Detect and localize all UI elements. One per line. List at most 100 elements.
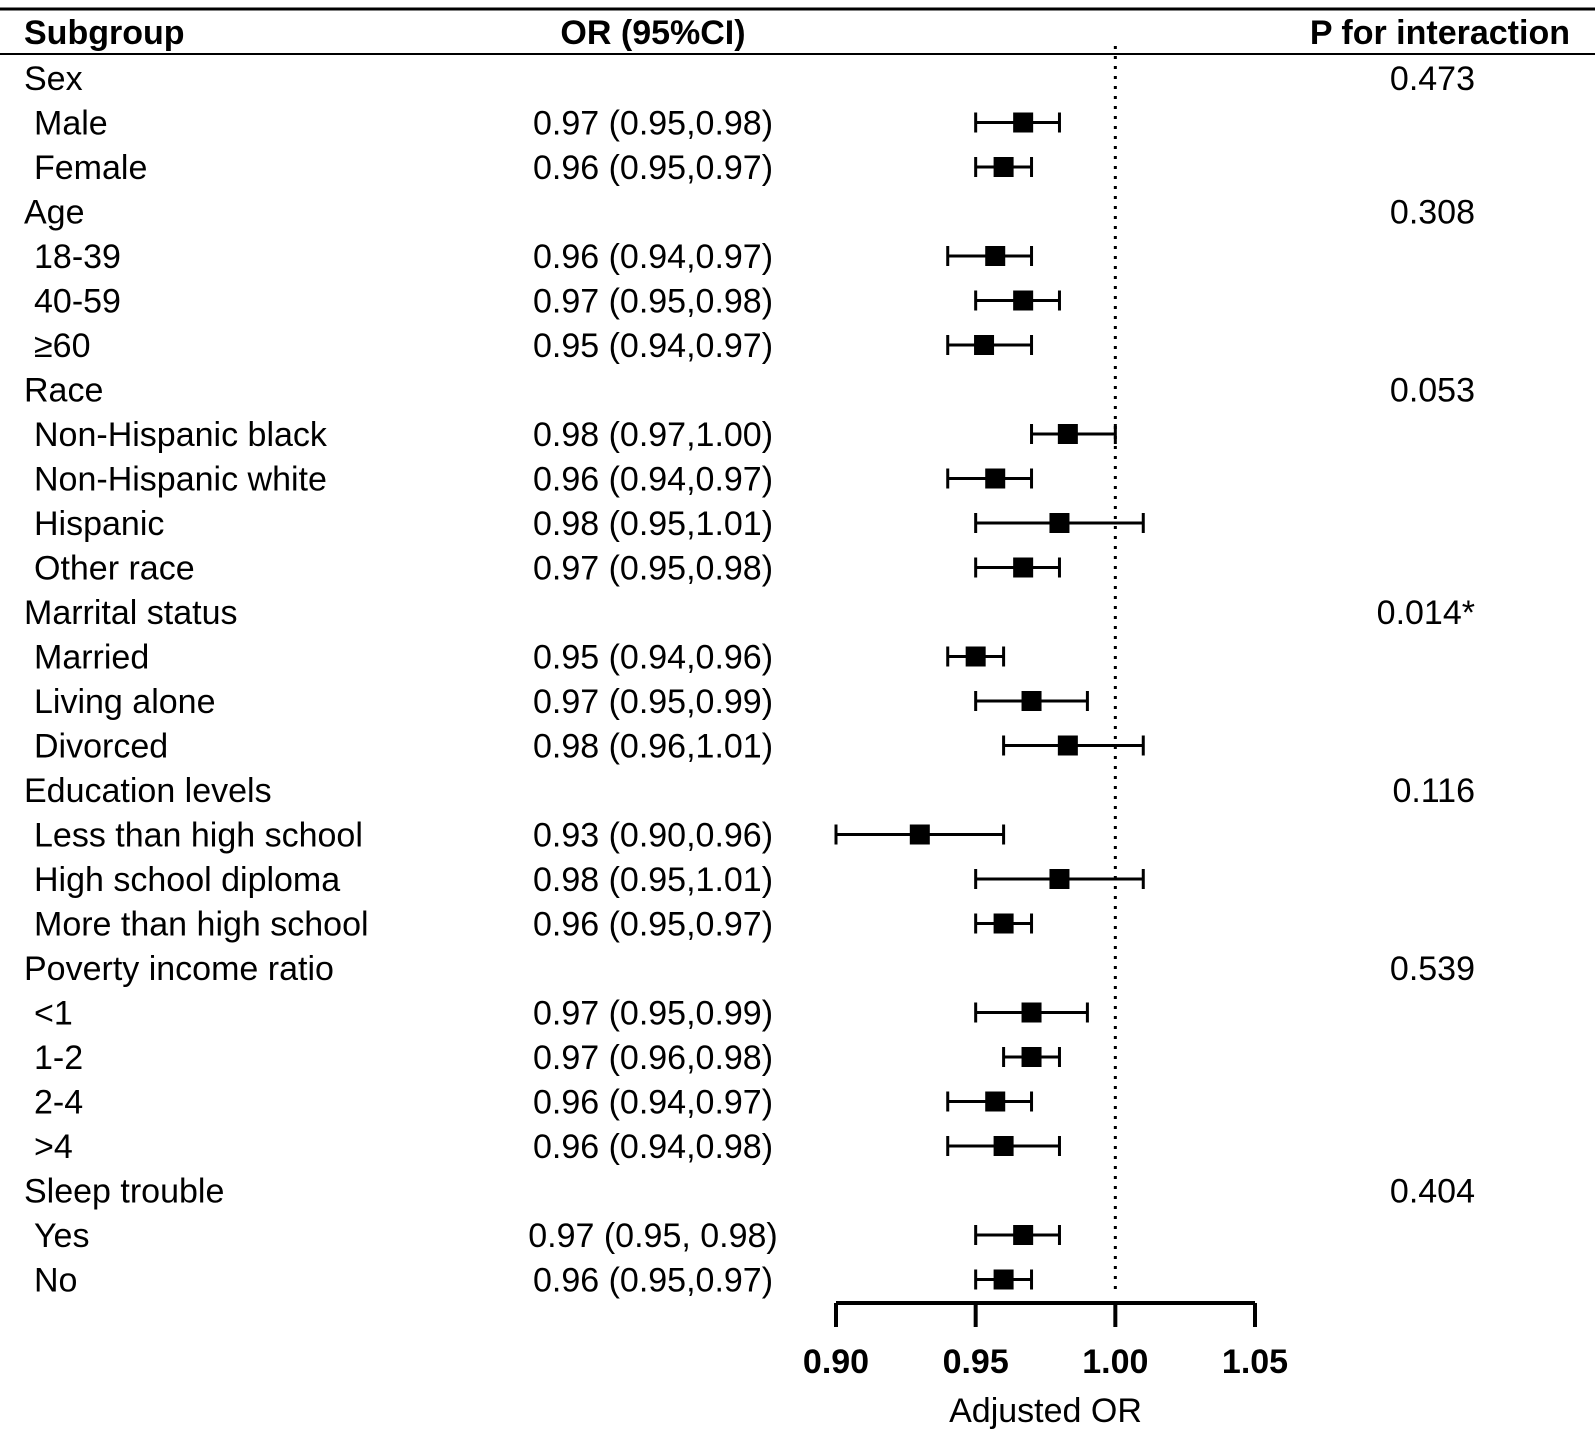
point-estimate: [1013, 557, 1034, 578]
or-ci-text: 0.95 (0.94,0.97): [533, 327, 773, 365]
point-estimate: [993, 157, 1014, 177]
x-tick-label: 0.95: [943, 1343, 1009, 1381]
or-ci-text: 0.97 (0.95, 0.98): [528, 1217, 778, 1255]
p-value: 0.539: [1390, 950, 1475, 988]
subgroup-row: High school diploma 0.98 (0.95,1.01): [34, 861, 1145, 899]
group-row: Sex 0.473: [24, 60, 1475, 98]
subgroup-label: Female: [34, 149, 147, 187]
or-ci-text: 0.98 (0.95,1.01): [533, 505, 773, 543]
or-ci-text: 0.96 (0.95,0.97): [533, 1262, 773, 1300]
subgroup-row: Non-Hispanic white 0.96 (0.94,0.97): [34, 461, 1034, 499]
subgroup-row: Other race 0.97 (0.95,0.98): [34, 550, 1061, 588]
point-estimate: [1049, 869, 1070, 889]
subgroup-row: 2-4 0.96 (0.94,0.97): [34, 1084, 1034, 1122]
or-ci-text: 0.96 (0.94,0.97): [533, 238, 773, 276]
subgroup-row: 18-39 0.96 (0.94,0.97): [34, 238, 1034, 276]
point-estimate: [985, 246, 1006, 266]
or-ci-text: 0.96 (0.95,0.97): [533, 149, 773, 187]
x-tick-label: 1.00: [1082, 1343, 1148, 1381]
subgroup-row: Divorced 0.98 (0.96,1.01): [34, 728, 1145, 766]
subgroup-label: High school diploma: [34, 861, 340, 899]
or-ci-text: 0.97 (0.95,0.98): [533, 283, 773, 321]
subgroup-row: Yes 0.97 (0.95, 0.98): [34, 1217, 1061, 1255]
subgroup-label: Less than high school: [34, 817, 363, 855]
point-estimate: [985, 468, 1006, 489]
subgroup-row: 1-2 0.97 (0.96,0.98): [34, 1039, 1061, 1077]
subgroup-label: Other race: [34, 550, 195, 588]
or-ci-text: 0.96 (0.95,0.97): [533, 906, 773, 944]
point-estimate: [909, 824, 930, 845]
point-estimate: [985, 1091, 1006, 1112]
subgroup-row: <1 0.97 (0.95,0.99): [34, 995, 1089, 1033]
subgroup-label: >4: [34, 1128, 73, 1166]
rows-layer: Sex 0.473 Male 0.97 (0.95,0.98) Female 0.96 (…: [24, 60, 1475, 1300]
group-label: Age: [24, 194, 85, 232]
subgroup-row: Less than high school 0.93 (0.90,0.96): [34, 817, 1006, 855]
group-row: Marrital status 0.014*: [24, 594, 1475, 632]
or-ci-text: 0.97 (0.95,0.99): [533, 683, 773, 721]
or-ci-text: 0.96 (0.94,0.97): [533, 1084, 773, 1122]
or-ci-text: 0.96 (0.94,0.97): [533, 461, 773, 499]
subgroup-label: ≥60: [34, 327, 90, 365]
subgroup-row: No 0.96 (0.95,0.97): [34, 1262, 1034, 1300]
or-ci-text: 0.95 (0.94,0.96): [533, 639, 773, 677]
group-label: Education levels: [24, 772, 272, 810]
subgroup-label: Yes: [34, 1217, 89, 1255]
group-label: Marrital status: [24, 594, 238, 632]
point-estimate: [965, 646, 986, 667]
or-ci-text: 0.97 (0.95,0.99): [533, 995, 773, 1033]
group-label: Sex: [24, 60, 83, 98]
subgroup-row: >4 0.96 (0.94,0.98): [34, 1128, 1061, 1166]
subgroup-row: More than high school 0.96 (0.95,0.97): [34, 906, 1034, 944]
p-value: 0.014*: [1377, 594, 1475, 632]
or-ci-text: 0.97 (0.95,0.98): [533, 105, 773, 143]
point-estimate: [1049, 513, 1070, 533]
point-estimate: [1021, 691, 1042, 711]
group-row: Poverty income ratio 0.539: [24, 950, 1475, 988]
subgroup-label: Living alone: [34, 683, 215, 721]
point-estimate: [1021, 1002, 1042, 1023]
subgroup-label: 40-59: [34, 283, 121, 321]
p-value: 0.116: [1392, 772, 1475, 810]
x-tick-label: 1.05: [1222, 1343, 1288, 1381]
subgroup-row: 40-59 0.97 (0.95,0.98): [34, 283, 1061, 321]
p-value: 0.053: [1390, 372, 1475, 410]
subgroup-label: Divorced: [34, 728, 168, 766]
subgroup-label: No: [34, 1262, 77, 1300]
subgroup-row: Non-Hispanic black 0.98 (0.97,1.00): [34, 416, 1117, 454]
subgroup-label: Non-Hispanic white: [34, 461, 327, 499]
subgroup-row: Hispanic 0.98 (0.95,1.01): [34, 505, 1145, 543]
subgroup-label: 1-2: [34, 1039, 83, 1077]
subgroup-row: Male 0.97 (0.95,0.98): [34, 105, 1061, 143]
group-row: Age 0.308: [24, 194, 1475, 232]
subgroup-row: Married 0.95 (0.94,0.96): [34, 639, 1006, 677]
p-value: 0.473: [1390, 60, 1475, 98]
p-value: 0.404: [1390, 1173, 1475, 1211]
subgroup-row: Living alone 0.97 (0.95,0.99): [34, 683, 1089, 721]
group-row: Sleep trouble 0.404: [24, 1173, 1475, 1211]
subgroup-label: More than high school: [34, 906, 369, 944]
subgroup-row: Female 0.96 (0.95,0.97): [34, 149, 1034, 187]
point-estimate: [974, 335, 995, 355]
or-ci-text: 0.96 (0.94,0.98): [533, 1128, 773, 1166]
point-estimate: [1021, 1047, 1042, 1067]
subgroup-label: 2-4: [34, 1084, 83, 1122]
header-subgroup: Subgroup: [24, 14, 185, 52]
x-axis-title: Adjusted OR: [949, 1392, 1142, 1430]
point-estimate: [1057, 735, 1078, 756]
point-estimate: [993, 1136, 1014, 1156]
group-row: Race 0.053: [24, 372, 1475, 410]
or-ci-text: 0.98 (0.97,1.00): [533, 416, 773, 454]
or-ci-text: 0.98 (0.95,1.01): [533, 861, 773, 899]
group-label: Sleep trouble: [24, 1173, 224, 1211]
point-estimate: [993, 1269, 1014, 1290]
x-tick-label: 0.90: [803, 1343, 869, 1381]
group-row: Education levels 0.116: [24, 772, 1475, 810]
subgroup-label: Non-Hispanic black: [34, 416, 328, 454]
group-label: Race: [24, 372, 103, 410]
point-estimate: [1013, 290, 1034, 311]
p-value: 0.308: [1390, 194, 1475, 232]
group-label: Poverty income ratio: [24, 950, 334, 988]
point-estimate: [1057, 424, 1078, 444]
